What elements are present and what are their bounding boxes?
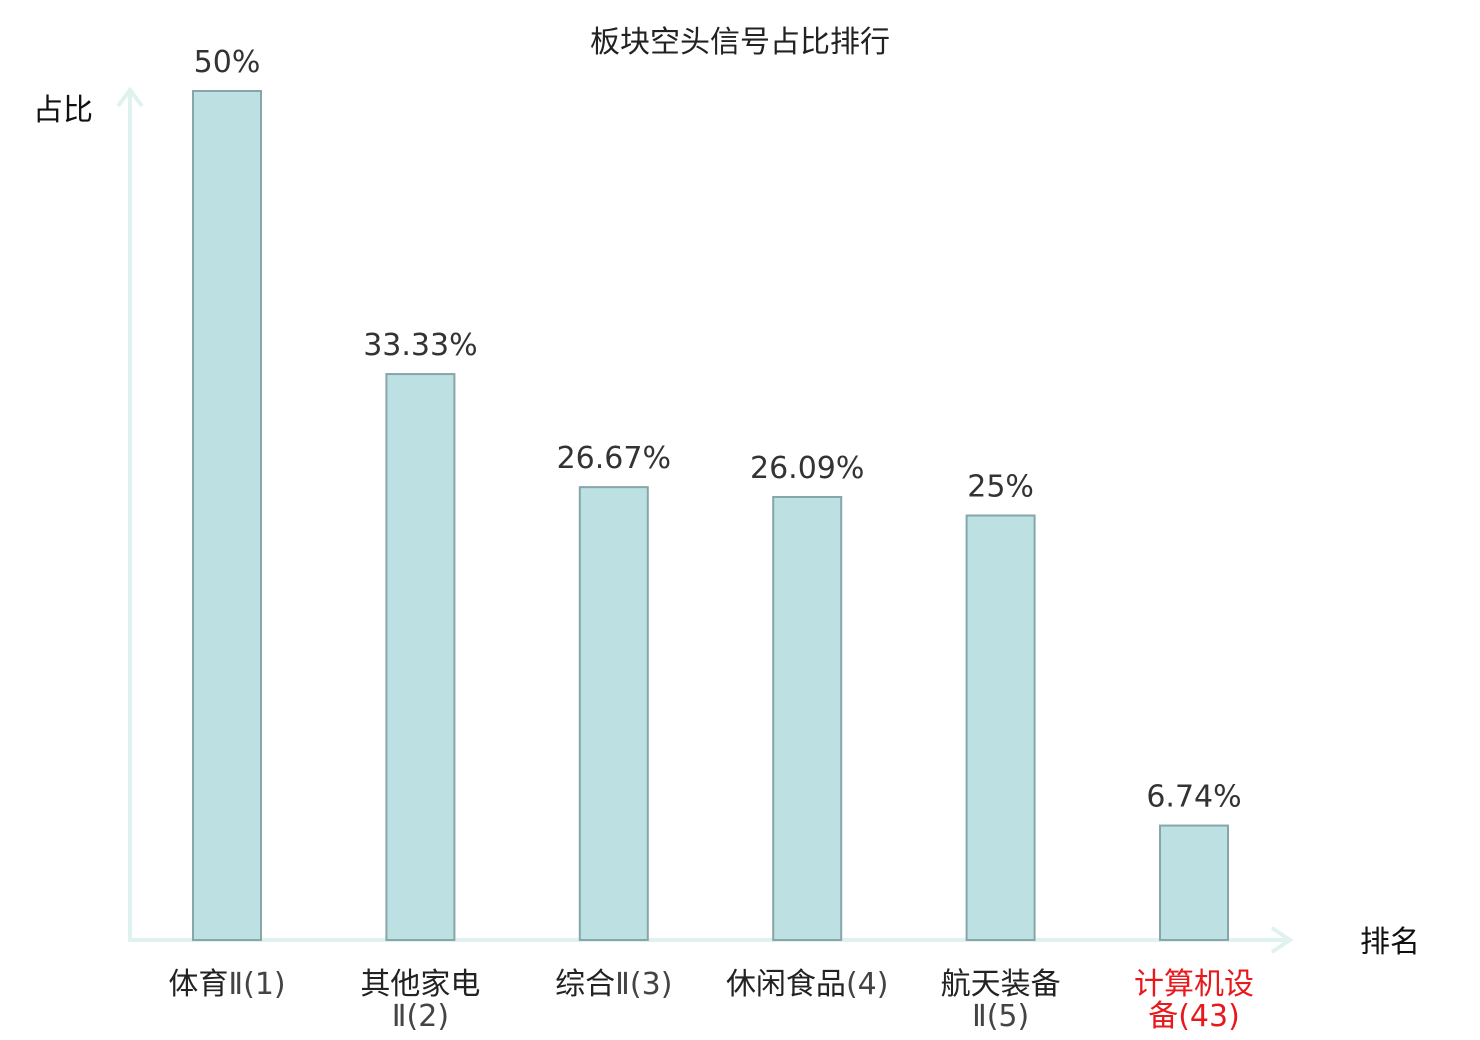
value-label-1: 50% [194,45,261,80]
x-axis-arrow-icon [1270,926,1294,954]
category-label-2-line-2: Ⅱ(2) [392,999,449,1034]
bar-6 [1159,824,1229,942]
value-label-3: 26.67% [557,441,671,476]
value-label-5: 25% [967,470,1034,505]
bar-3 [578,486,649,941]
bars-group [192,90,1229,942]
bar-4 [772,495,843,941]
category-label-5-line-1: 航天装备 [941,967,1061,1002]
chart-title: 板块空头信号占比排行 [590,25,890,60]
value-label-4: 26.09% [750,451,864,486]
category-label-4: 休闲食品(4) [726,967,889,1002]
value-label-6: 6.74% [1146,780,1241,815]
bar-5 [965,514,1036,941]
category-label-3: 综合Ⅱ(3) [555,967,672,1002]
bar-1 [192,90,262,941]
category-label-2-line-1: 其他家电 [360,967,480,1002]
value-labels-group: 50% 33.33% 26.67% 26.09% 25% 6.74% [194,45,1242,815]
category-label-6-line-1: 计算机设 [1134,967,1254,1002]
y-axis-label: 占比 [33,93,93,128]
category-label-5-line-2: Ⅱ(5) [972,999,1029,1034]
x-axis-label: 排名 [1360,925,1420,960]
category-label-1: 体育Ⅱ(1) [168,967,285,1002]
category-label-6-line-2: 备(43) [1148,999,1240,1034]
value-label-2: 33.33% [363,328,477,363]
bar-2 [385,373,456,942]
y-axis-arrow-icon [116,86,144,108]
